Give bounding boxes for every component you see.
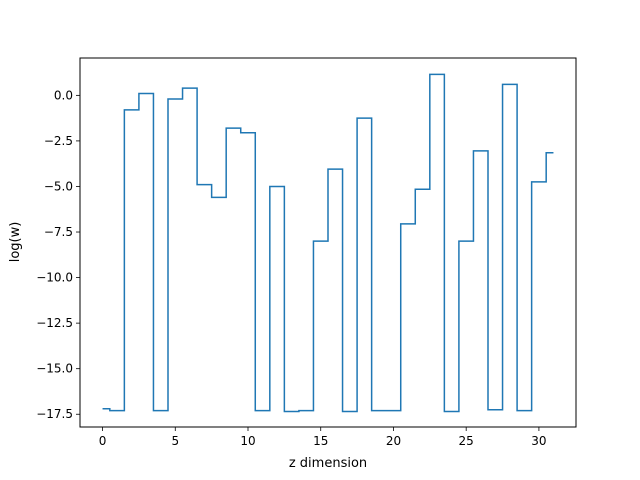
x-tick-label: 20 [386,434,401,448]
x-tick-label: 30 [531,434,546,448]
y-tick-label: −10.0 [36,271,73,285]
y-tick-label: 0.0 [54,88,73,102]
y-tick-label: −12.5 [36,316,73,330]
x-tick-label: 25 [459,434,474,448]
plot-area [102,73,554,413]
x-tick-label: 0 [99,434,107,448]
x-tick-label: 10 [240,434,255,448]
plot-frame [79,57,577,428]
x-tick-label: 15 [313,434,328,448]
y-tick-label: −2.5 [44,134,73,148]
y-tick-label: −7.5 [44,225,73,239]
x-axis-ticks: 0 5 10 15 20 25 30 [99,427,547,448]
series-line [102,73,554,413]
y-axis-label: log(w) [8,222,23,263]
x-axis-label: z dimension [289,456,367,471]
y-axis-ticks: 0.0 −2.5 −5.0 −7.5 −10.0 −12.5 −15.0 −17.5 [36,88,80,421]
y-tick-label: −17.5 [36,407,73,421]
y-tick-label: −15.0 [36,362,73,376]
y-tick-label: −5.0 [44,179,73,193]
x-tick-label: 5 [171,434,179,448]
